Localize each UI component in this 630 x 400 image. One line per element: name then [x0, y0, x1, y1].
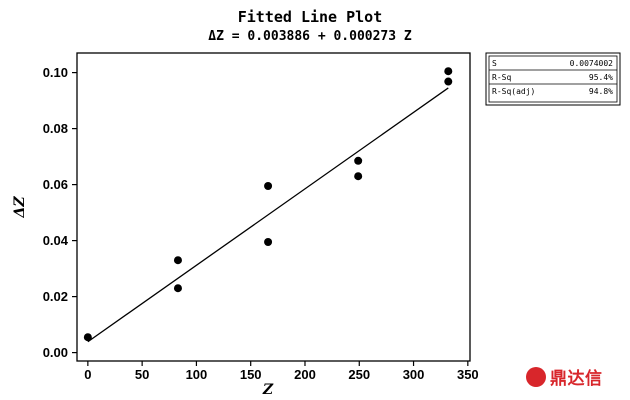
plot-frame — [76, 52, 471, 362]
data-point — [173, 284, 182, 293]
x-tick-label: 350 — [457, 367, 479, 382]
chart-title: Fitted Line Plot — [238, 8, 383, 26]
data-point — [354, 172, 363, 181]
x-tick-label: 0 — [84, 367, 91, 382]
data-point — [444, 67, 453, 76]
x-tick-label: 300 — [403, 367, 425, 382]
chart-subtitle: ΔZ = 0.003886 + 0.000273 Z — [208, 29, 412, 44]
stats-inner-border — [488, 55, 618, 103]
y-axis-label: ΔZ — [12, 196, 28, 219]
regression-line — [87, 87, 449, 343]
brand-logo-icon — [526, 366, 546, 387]
y-tick-label: 0.00 — [43, 345, 68, 360]
stats-label: S — [492, 59, 497, 68]
data-point — [354, 156, 363, 165]
y-tick-label: 0.02 — [43, 289, 68, 304]
data-point — [264, 238, 273, 246]
x-tick-label: 100 — [186, 367, 208, 382]
watermark: 鼎达信 — [526, 364, 603, 389]
data-point — [444, 77, 453, 86]
y-tick-label: 0.04 — [43, 233, 69, 248]
stats-value: 95.4% — [589, 73, 613, 82]
stats-label: R-Sq(adj) — [492, 87, 535, 96]
stats-outer-border — [485, 52, 621, 106]
x-tick-label: 200 — [294, 367, 316, 382]
data-point — [83, 333, 92, 342]
y-tick-label: 0.06 — [43, 177, 68, 192]
y-axis: 0.00 0.02 0.04 0.06 0.08 0.10 — [43, 65, 77, 360]
data-points — [83, 67, 453, 342]
y-tick-label: 0.10 — [43, 65, 68, 80]
x-tick-label: 50 — [135, 367, 149, 382]
stats-value: 94.8% — [589, 87, 613, 96]
data-point — [264, 182, 273, 190]
x-axis-label: Z — [262, 382, 274, 398]
x-axis: 0 50 100 150 200 250 300 350 — [84, 361, 479, 382]
x-tick-label: 150 — [240, 367, 262, 382]
x-tick-label: 250 — [348, 367, 370, 382]
stats-value: 0.0074002 — [570, 59, 614, 68]
y-tick-label: 0.08 — [43, 121, 68, 136]
regression-stats-box: S 0.0074002 R-Sq 95.4% R-Sq(adj) 94.8% — [485, 52, 621, 106]
watermark-text: 鼎达信 — [550, 369, 603, 389]
data-point — [173, 256, 182, 265]
stats-label: R-Sq — [492, 73, 511, 82]
